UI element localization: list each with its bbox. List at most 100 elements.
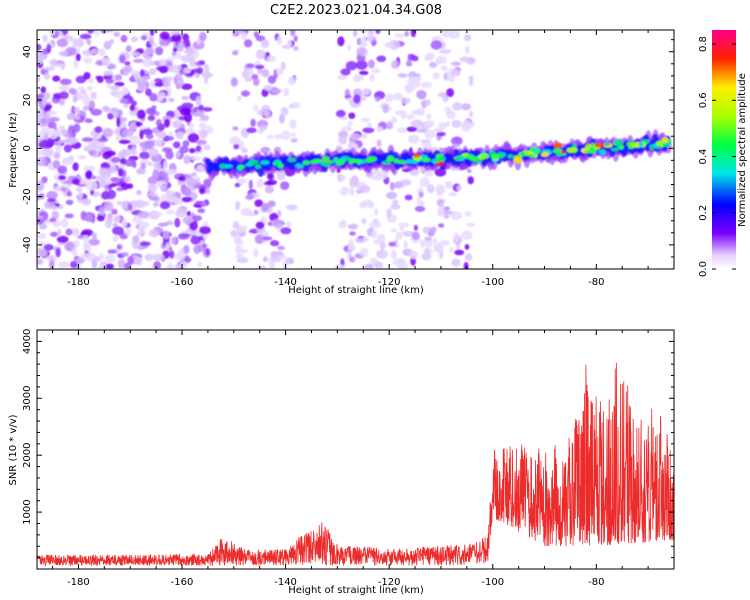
heatmap-noise-blob <box>439 49 451 54</box>
heatmap-noise-blob <box>435 58 443 65</box>
heatmap-noise-blob <box>268 260 275 269</box>
heatmap-noise-blob <box>360 117 371 122</box>
heatmap-noise-blob <box>236 178 247 184</box>
heatmap-noise-blob <box>71 129 77 138</box>
heatmap-noise-blob <box>41 96 48 107</box>
heatmap-noise-blob <box>71 247 78 257</box>
heatmap-noise-blob <box>81 137 94 142</box>
heatmap-noise-blob <box>171 32 182 42</box>
heatmap-noise-blob <box>463 34 472 41</box>
heatmap-noise-blob <box>339 186 349 196</box>
heatmap-noise-blob <box>52 75 61 82</box>
heatmap-y-ticks: -40 -20 0 20 40 <box>22 39 674 270</box>
heatmap-noise-blob <box>468 75 474 82</box>
heatmap-noise-blob <box>421 81 433 88</box>
heatmap-noise-blob <box>165 150 174 160</box>
heatmap-noise-blob <box>437 210 446 217</box>
heatmap-noise-blob <box>192 111 202 117</box>
heatmap-noise-blob <box>173 141 181 149</box>
heatmap-noise-blob <box>152 202 159 207</box>
heatmap-noise-blob <box>171 120 183 129</box>
heatmap-noise-blob <box>181 96 189 100</box>
heatmap-noise-blob <box>119 54 126 64</box>
heatmap-noise-blob <box>367 201 375 209</box>
heatmap-noise-blob <box>178 176 186 182</box>
heatmap-noise-blob <box>153 139 163 148</box>
heatmap-noise-blob <box>388 241 397 247</box>
heatmap-noise-blob <box>164 118 170 128</box>
heatmap-noise-blob <box>75 257 86 264</box>
heatmap-noise-blob <box>112 226 124 236</box>
heatmap-noise-blob <box>50 231 58 237</box>
heatmap-signal-peak <box>541 149 551 153</box>
heatmap-signal-peak <box>222 164 233 169</box>
heatmap-signal-peak <box>466 154 475 160</box>
heatmap-noise-blob <box>69 261 78 269</box>
heatmap-noise-blob <box>371 175 382 181</box>
heatmap-noise-blob <box>37 248 48 258</box>
heatmap-noise-blob <box>411 109 423 115</box>
heatmap-noise-blob <box>185 177 197 187</box>
heatmap-noise-blob <box>265 55 277 63</box>
heatmap-noise-blob <box>124 61 131 66</box>
heatmap-noise-blob <box>464 45 470 54</box>
heatmap-noise-blob <box>50 204 58 211</box>
heatmap-noise-blob <box>426 113 432 120</box>
heatmap-noise-blob <box>341 126 353 132</box>
heatmap-noise-blob <box>256 178 264 189</box>
heatmap-noise-blob <box>351 175 359 186</box>
heatmap-noise-blob <box>422 226 431 234</box>
heatmap-noise-blob <box>134 199 146 209</box>
snr-y-tick-label: 4000 <box>22 329 33 354</box>
heatmap-noise-blob <box>238 140 245 150</box>
heatmap-noise-blob <box>424 56 434 61</box>
heatmap-noise-blob <box>277 210 282 217</box>
heatmap-noise-blob <box>200 114 209 121</box>
snr-x-ticks: -180 -160 -140 -120 -100 -80 <box>52 330 675 588</box>
heatmap-noise-blob <box>200 201 207 208</box>
heatmap-noise-blob <box>195 96 202 106</box>
heatmap-noise-blob <box>160 185 167 191</box>
heatmap-noise-blob <box>132 58 145 64</box>
heatmap-noise-blob <box>64 213 74 219</box>
heatmap-noise-blob <box>466 168 472 173</box>
heatmap-noise-blob <box>147 115 156 121</box>
heatmap-noise-blob <box>240 31 247 40</box>
heatmap-noise-blob <box>421 101 427 109</box>
heatmap-noise-blob <box>52 160 61 169</box>
heatmap-signal-peak <box>513 157 523 164</box>
heatmap-noise-blob <box>105 78 115 84</box>
heatmap-noise-blob <box>62 157 69 164</box>
heatmap-noise-blob <box>186 210 192 217</box>
heatmap-noise-blob <box>446 88 455 98</box>
heatmap-noise-blob <box>97 75 104 83</box>
heatmap-noise-blob <box>103 40 112 50</box>
heatmap-noise-blob <box>165 135 175 141</box>
heatmap-noise-blob <box>77 86 85 91</box>
heatmap-noise-blob <box>241 70 249 79</box>
heatmap-noise-blob <box>184 112 193 123</box>
heatmap-signal-core <box>465 158 472 167</box>
heatmap-noise-blob <box>397 127 407 134</box>
heatmap-noise-blob <box>159 65 169 74</box>
heatmap-noise-blob <box>288 104 294 109</box>
heatmap-noise-blob <box>170 236 177 245</box>
heatmap-noise-blob <box>391 59 400 69</box>
heatmap-noise-blob <box>444 180 452 187</box>
heatmap-noise-blob <box>432 237 438 245</box>
heatmap-noise-blob <box>441 30 450 38</box>
heatmap-x-label: Height of straight line (km) <box>288 285 424 296</box>
heatmap-noise-blob <box>469 79 474 86</box>
heatmap-noise-blob <box>137 224 146 234</box>
heatmap-noise-blob <box>467 176 475 185</box>
heatmap-noise-blob <box>439 249 444 259</box>
heatmap-noise-blob <box>153 161 161 171</box>
heatmap-noise-blob <box>257 265 267 269</box>
heatmap-noise-blob <box>37 232 47 240</box>
heatmap-noise-blob <box>424 129 436 139</box>
heatmap-noise-blob <box>56 235 69 243</box>
heatmap-noise-blob <box>180 55 193 63</box>
heatmap-noise-blob <box>281 130 291 141</box>
heatmap-signal-peak <box>392 158 400 163</box>
heatmap-frame <box>36 29 675 270</box>
